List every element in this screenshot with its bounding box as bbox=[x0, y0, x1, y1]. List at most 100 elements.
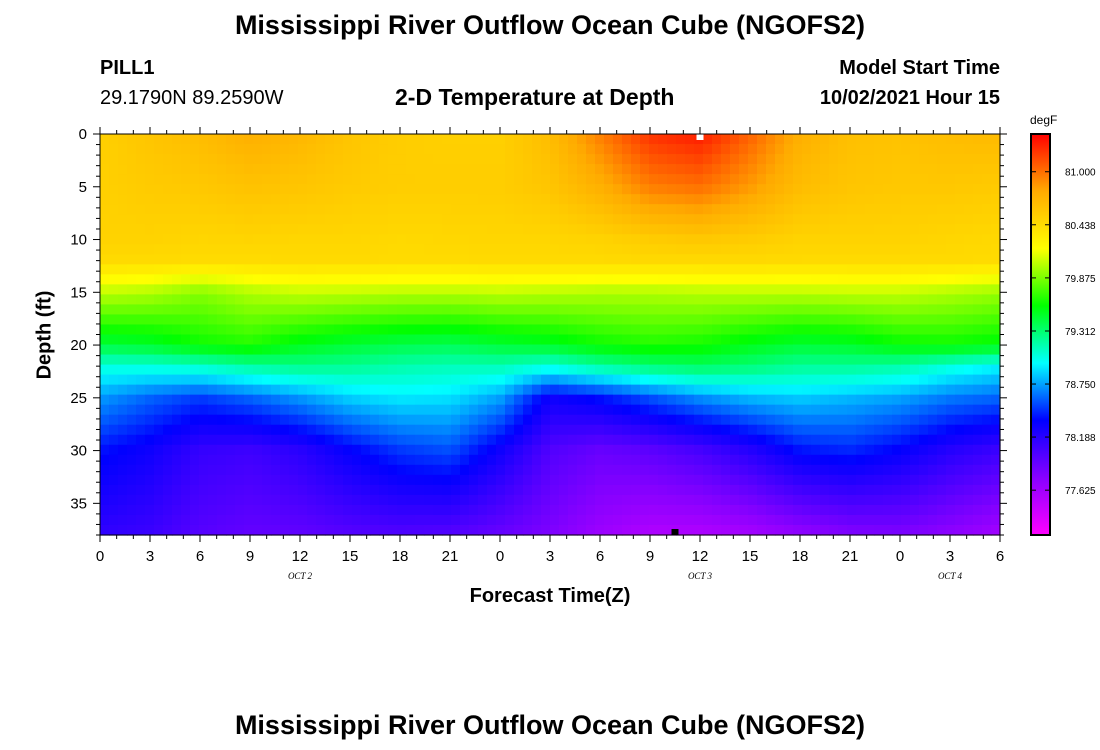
heatmap-cell bbox=[253, 424, 263, 436]
heatmap-cell bbox=[541, 414, 551, 426]
heatmap-cell bbox=[811, 494, 821, 506]
heatmap-cell bbox=[937, 334, 947, 346]
heatmap-cell bbox=[532, 424, 542, 436]
heatmap-cell bbox=[406, 504, 416, 516]
heatmap-cell bbox=[325, 384, 335, 396]
heatmap-cell bbox=[829, 504, 839, 516]
heatmap-cell bbox=[712, 314, 722, 326]
heatmap-cell bbox=[532, 244, 542, 255]
heatmap-cell bbox=[289, 494, 299, 506]
heatmap-cell bbox=[559, 144, 569, 155]
heatmap-cell bbox=[379, 394, 389, 406]
heatmap-cell bbox=[649, 264, 659, 275]
heatmap-cell bbox=[253, 254, 263, 265]
heatmap-cell bbox=[199, 444, 209, 456]
heatmap-cell bbox=[568, 194, 578, 205]
heatmap-cell bbox=[802, 274, 812, 285]
heatmap-cell bbox=[550, 434, 560, 446]
heatmap-cell bbox=[532, 464, 542, 476]
heatmap-cell bbox=[865, 244, 875, 255]
heatmap-cell bbox=[676, 284, 686, 296]
heatmap-cell bbox=[982, 144, 992, 155]
heatmap-cell bbox=[622, 524, 632, 536]
heatmap-cell bbox=[523, 424, 533, 436]
heatmap-cell bbox=[487, 224, 497, 235]
heatmap-cell bbox=[451, 144, 461, 155]
heatmap-cell bbox=[424, 264, 434, 275]
heatmap-cell bbox=[703, 304, 713, 316]
heatmap-cell bbox=[901, 154, 911, 165]
heatmap-cell bbox=[271, 264, 281, 275]
heatmap-cell bbox=[163, 494, 173, 506]
heatmap-cell bbox=[568, 504, 578, 516]
heatmap-cell bbox=[190, 274, 200, 285]
heatmap-cell bbox=[784, 274, 794, 285]
heatmap-cell bbox=[586, 244, 596, 255]
heatmap-cell bbox=[298, 364, 308, 376]
heatmap-cell bbox=[190, 524, 200, 536]
heatmap-cell bbox=[631, 464, 641, 476]
heatmap-cell bbox=[937, 204, 947, 215]
heatmap-cell bbox=[928, 154, 938, 165]
heatmap-cell bbox=[829, 524, 839, 536]
heatmap-cell bbox=[586, 434, 596, 446]
heatmap-cell bbox=[748, 494, 758, 506]
heatmap-cell bbox=[901, 254, 911, 265]
heatmap-cell bbox=[145, 344, 155, 356]
heatmap-cell bbox=[181, 134, 191, 145]
heatmap-cell bbox=[361, 304, 371, 316]
heatmap-cell bbox=[784, 394, 794, 406]
heatmap-cell bbox=[649, 344, 659, 356]
heatmap-cell bbox=[289, 454, 299, 466]
heatmap-cell bbox=[802, 244, 812, 255]
heatmap-cell bbox=[892, 214, 902, 225]
heatmap-cell bbox=[694, 154, 704, 165]
heatmap-cell bbox=[676, 344, 686, 356]
heatmap-cell bbox=[613, 304, 623, 316]
heatmap-cell bbox=[955, 494, 965, 506]
heatmap-cell bbox=[937, 424, 947, 436]
heatmap-cell bbox=[973, 274, 983, 285]
heatmap-cell bbox=[253, 314, 263, 326]
heatmap-cell bbox=[631, 234, 641, 245]
heatmap-cell bbox=[595, 354, 605, 366]
heatmap-cell bbox=[145, 164, 155, 175]
heatmap-cell bbox=[820, 194, 830, 205]
heatmap-cell bbox=[532, 474, 542, 486]
heatmap-cell bbox=[991, 194, 1001, 205]
heatmap-cell bbox=[190, 384, 200, 396]
heatmap-cell bbox=[172, 424, 182, 436]
heatmap-cell bbox=[127, 154, 137, 165]
heatmap-cell bbox=[298, 264, 308, 275]
heatmap-cell bbox=[802, 364, 812, 376]
heatmap-cell bbox=[766, 134, 776, 145]
heatmap-cell bbox=[226, 484, 236, 496]
heatmap-cell bbox=[793, 524, 803, 536]
heatmap-cell bbox=[982, 264, 992, 275]
heatmap-cell bbox=[685, 134, 695, 145]
heatmap-cell bbox=[199, 314, 209, 326]
heatmap-cell bbox=[496, 314, 506, 326]
heatmap-cell bbox=[649, 504, 659, 516]
heatmap-cell bbox=[730, 464, 740, 476]
heatmap-cell bbox=[361, 204, 371, 215]
x-date-label: OCT 2 bbox=[288, 571, 313, 581]
heatmap-cell bbox=[181, 464, 191, 476]
heatmap-cell bbox=[955, 444, 965, 456]
heatmap-cell bbox=[325, 194, 335, 205]
heatmap-cell bbox=[127, 134, 137, 145]
heatmap-cell bbox=[766, 524, 776, 536]
heatmap-cell bbox=[811, 204, 821, 215]
heatmap-cell bbox=[244, 174, 254, 185]
heatmap-cell bbox=[523, 304, 533, 316]
heatmap-cell bbox=[586, 254, 596, 265]
heatmap-cell bbox=[604, 204, 614, 215]
heatmap-cell bbox=[730, 344, 740, 356]
heatmap-cell bbox=[649, 144, 659, 155]
heatmap-cell bbox=[118, 314, 128, 326]
heatmap-cell bbox=[505, 364, 515, 376]
heatmap-cell bbox=[910, 444, 920, 456]
heatmap-cell bbox=[910, 494, 920, 506]
heatmap-cell bbox=[901, 194, 911, 205]
heatmap-cell bbox=[361, 264, 371, 275]
